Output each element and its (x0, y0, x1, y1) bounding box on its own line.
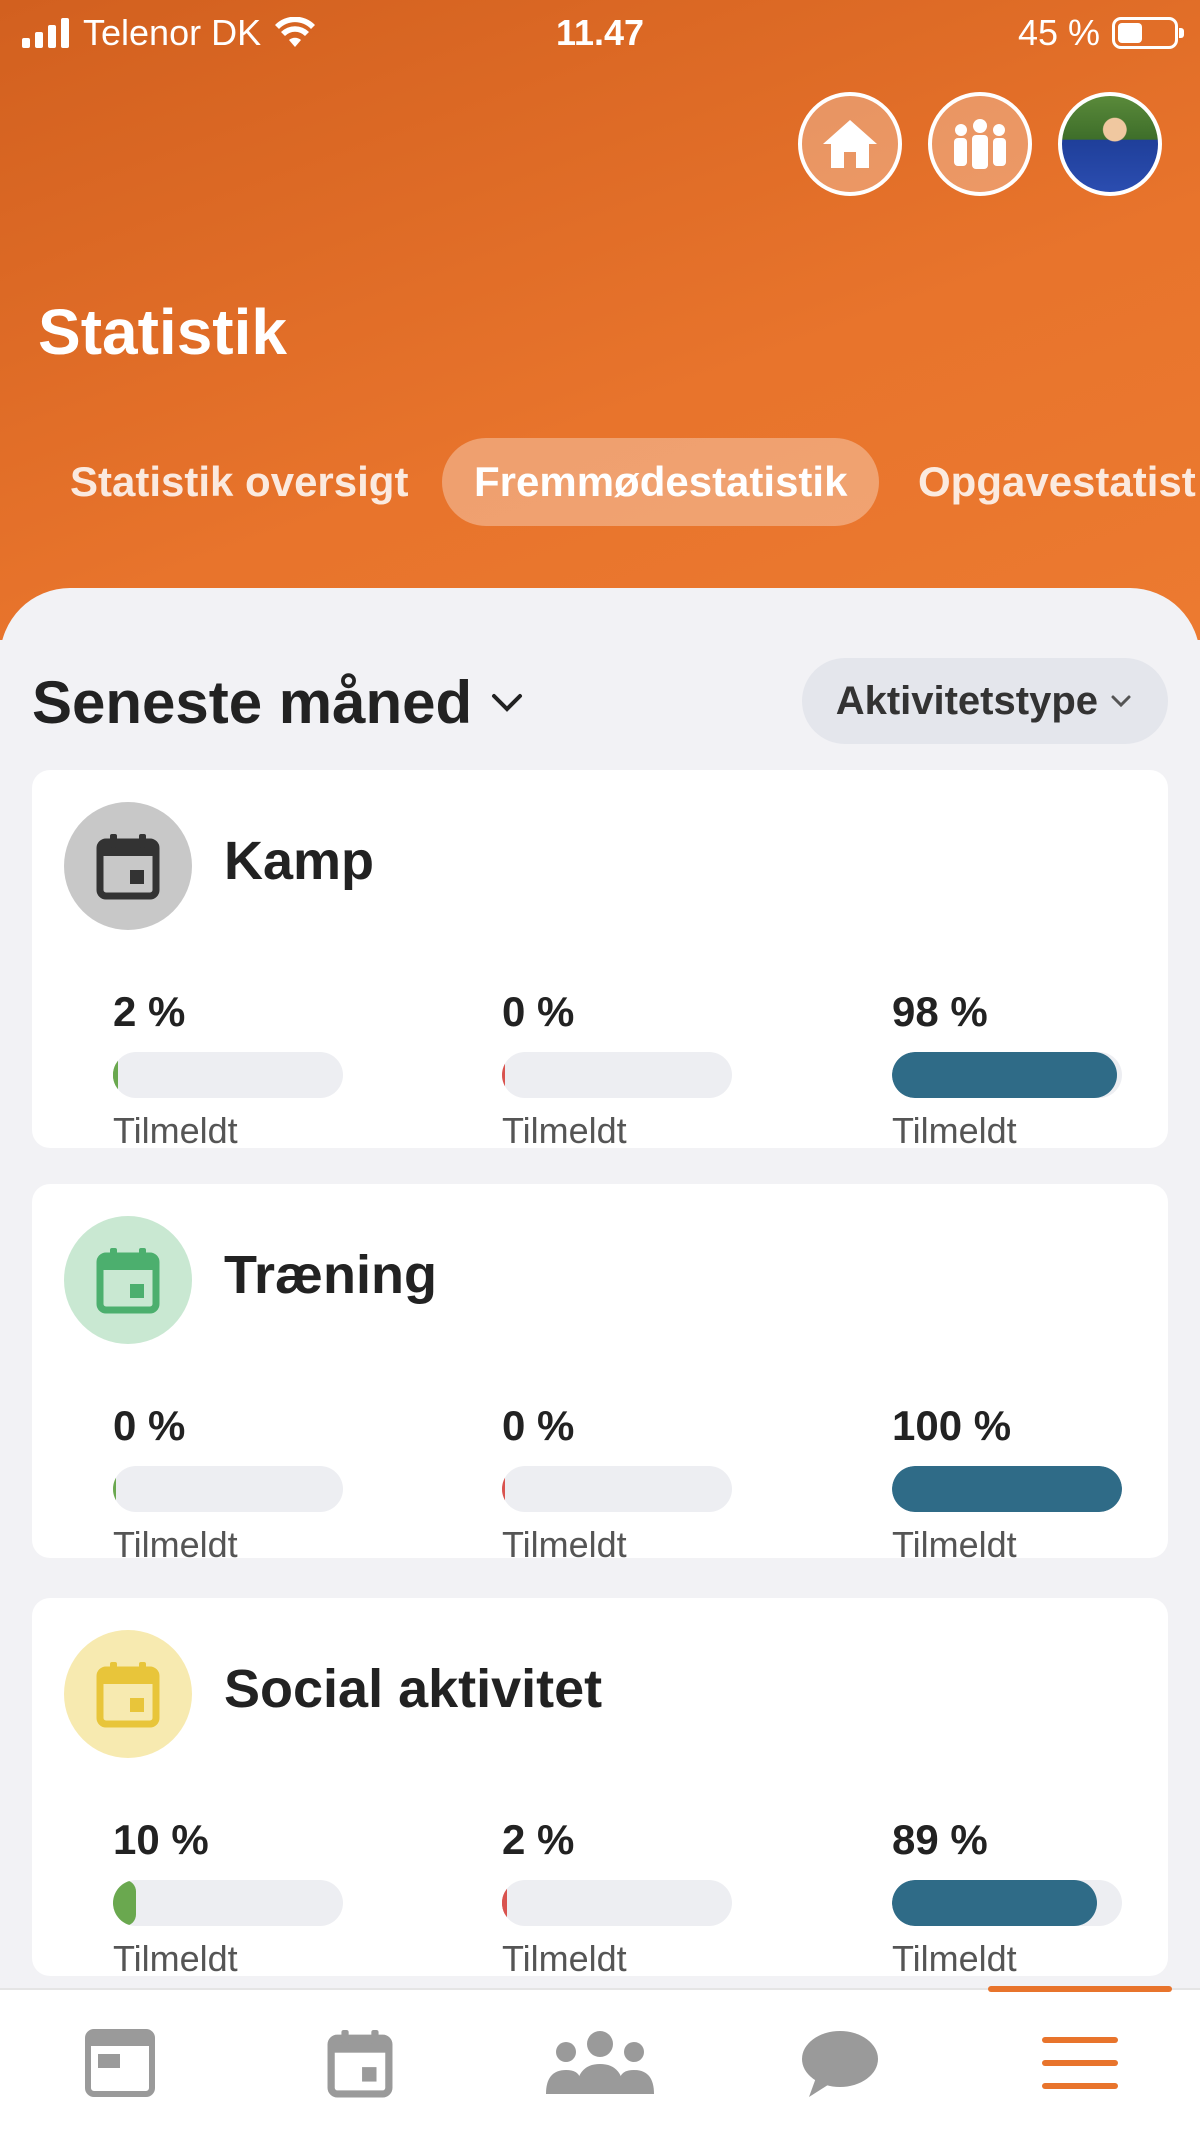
activity-card-social-aktivitet[interactable]: Social aktivitet 10 % Tilmeldt 2 % Tilme… (32, 1598, 1168, 1979)
stat-column: 10 % Tilmeldt (113, 1816, 343, 1980)
activity-type-label: Aktivitetstype (835, 678, 1098, 723)
calendar-icon (96, 1248, 160, 1314)
bottom-nav (0, 1986, 1200, 2134)
stat-label: Tilmeldt (113, 1110, 238, 1151)
tab-opgavestatistik[interactable]: Opgavestatist (918, 458, 1196, 505)
chevron-down-icon (1111, 695, 1131, 708)
nav-group[interactable] (480, 1990, 720, 2134)
header-actions (798, 92, 1162, 196)
activity-type-dropdown[interactable]: Aktivitetstype (801, 658, 1168, 744)
calendar-icon-badge (64, 802, 192, 930)
progress-marker (502, 1052, 505, 1098)
nav-active-indicator (988, 1986, 1172, 1992)
calendar-icon (96, 1662, 160, 1728)
progress-marker (113, 1052, 116, 1098)
progress-bar (502, 1880, 732, 1926)
period-label: Seneste måned (32, 669, 473, 736)
stat-value: 10 % (113, 1816, 209, 1863)
tab-bar: Statistik oversigt Fremmødestatistik Opg… (0, 438, 1200, 526)
stat-value: 0 % (502, 988, 575, 1035)
stat-label: Tilmeldt (502, 1524, 627, 1565)
stat-label: Tilmeldt (113, 1524, 238, 1565)
stat-value: 0 % (113, 1402, 186, 1449)
nav-menu[interactable] (960, 1990, 1200, 2134)
stat-value: 98 % (892, 988, 988, 1035)
clock: 11.47 (555, 12, 645, 53)
stat-column: 0 % Tilmeldt (502, 988, 732, 1152)
status-bar: Telenor DK 11.47 45 % (0, 0, 1200, 70)
carrier-name: Telenor DK (83, 12, 262, 53)
home-icon (823, 120, 877, 168)
calendar-icon-badge (64, 1216, 192, 1344)
progress-fill (892, 1466, 1122, 1512)
progress-bar (892, 1052, 1122, 1098)
progress-bar (502, 1466, 732, 1512)
card-title: Træning (224, 1245, 437, 1305)
stat-column: 98 % Tilmeldt (892, 988, 1122, 1152)
stat-label: Tilmeldt (502, 1110, 627, 1151)
tab-statistik-oversigt[interactable]: Statistik oversigt (70, 458, 409, 505)
stat-value: 100 % (892, 1402, 1012, 1449)
battery-icon (1112, 17, 1184, 49)
stat-label: Tilmeldt (113, 1938, 238, 1979)
card-title: Social aktivitet (224, 1659, 603, 1719)
activity-card-kamp[interactable]: Kamp 2 % Tilmeldt 0 % Tilmeldt 98 % Tilm… (32, 770, 1168, 1151)
wifi-icon (275, 17, 316, 47)
calendar-icon-badge (64, 1630, 192, 1758)
chat-icon (802, 2031, 878, 2097)
nav-news[interactable] (0, 1990, 240, 2134)
stat-value: 2 % (113, 988, 186, 1035)
signal-icon (22, 18, 69, 48)
progress-marker (502, 1880, 505, 1926)
stat-label: Tilmeldt (892, 1110, 1017, 1151)
team-button[interactable] (928, 92, 1032, 196)
stat-value: 2 % (502, 1816, 575, 1863)
calendar-icon (327, 2030, 393, 2098)
stat-label: Tilmeldt (892, 1524, 1017, 1565)
team-icon (954, 119, 1006, 169)
tab-fremmodestatistik[interactable]: Fremmødestatistik (442, 438, 880, 526)
activity-card-traening[interactable]: Træning 0 % Tilmeldt 0 % Tilmeldt 100 % … (32, 1184, 1168, 1565)
stat-column: 2 % Tilmeldt (502, 1816, 732, 1980)
progress-fill (113, 1880, 136, 1926)
stat-column: 89 % Tilmeldt (892, 1816, 1122, 1980)
period-dropdown[interactable]: Seneste måned (32, 658, 524, 748)
stat-column: 2 % Tilmeldt (113, 988, 343, 1152)
progress-bar (892, 1466, 1122, 1512)
home-button[interactable] (798, 92, 902, 196)
chevron-down-icon (492, 694, 523, 712)
stat-label: Tilmeldt (502, 1938, 627, 1979)
card-title: Kamp (224, 831, 375, 891)
group-icon (546, 2031, 654, 2094)
profile-avatar[interactable] (1058, 92, 1162, 196)
progress-bar (113, 1880, 343, 1926)
stat-column: 0 % Tilmeldt (502, 1402, 732, 1566)
battery-percent: 45 % (1017, 12, 1100, 53)
menu-icon (1042, 2037, 1118, 2089)
progress-marker (113, 1466, 116, 1512)
page-title: Statistik (38, 296, 287, 368)
progress-bar (892, 1880, 1122, 1926)
progress-bar (113, 1052, 343, 1098)
stat-value: 89 % (892, 1816, 988, 1863)
stat-value: 0 % (502, 1402, 575, 1449)
progress-fill (892, 1880, 1097, 1926)
progress-bar (502, 1052, 732, 1098)
progress-marker (502, 1466, 505, 1512)
nav-chat[interactable] (720, 1990, 960, 2134)
progress-bar (113, 1466, 343, 1512)
stat-column: 0 % Tilmeldt (113, 1402, 343, 1566)
progress-fill (892, 1052, 1118, 1098)
nav-calendar[interactable] (240, 1990, 480, 2134)
stat-label: Tilmeldt (892, 1938, 1017, 1979)
calendar-icon (96, 834, 160, 900)
news-icon (85, 2029, 155, 2097)
stat-column: 100 % Tilmeldt (892, 1402, 1122, 1566)
filter-row: Seneste måned Aktivitetstype (32, 658, 1168, 748)
